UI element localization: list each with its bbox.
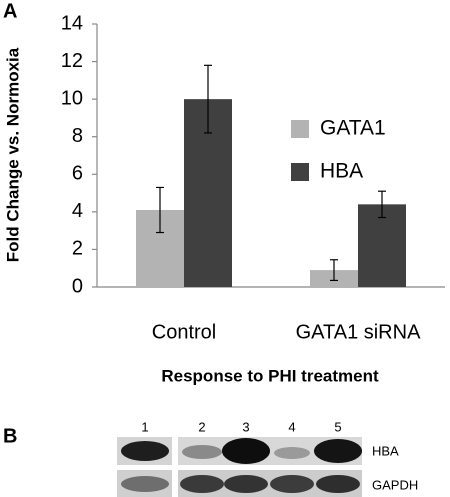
y-tick-label: 10	[61, 87, 83, 109]
blot-row-label: GAPDH	[372, 477, 418, 492]
blot-image	[117, 437, 362, 497]
bar	[358, 204, 406, 287]
lane-label: 3	[242, 419, 249, 434]
x-tick-label: GATA1 siRNA	[296, 321, 421, 343]
y-tick-label: 12	[61, 50, 83, 72]
legend-label: HBA	[320, 160, 363, 183]
y-axis-title: Fold Change vs. Normoxia	[3, 47, 22, 262]
lane-label: 2	[198, 419, 205, 434]
lane-label: 5	[334, 419, 341, 434]
lane-label: 4	[288, 419, 295, 434]
legend-swatch	[291, 163, 309, 181]
error-bar	[330, 259, 338, 282]
panel-label: A	[3, 0, 17, 22]
error-bar	[156, 186, 164, 234]
y-tick-label: 6	[72, 163, 83, 185]
blot-row-label: HBA	[372, 443, 399, 458]
error-bar	[378, 190, 386, 219]
legend-swatch	[291, 120, 309, 138]
y-tick-label: 2	[72, 238, 83, 260]
lane-label: 1	[141, 419, 148, 434]
panel-label: B	[3, 425, 17, 447]
x-tick-label: Control	[152, 321, 216, 343]
x-axis-title: Response to PHI treatment	[161, 366, 379, 385]
y-tick-label: 14	[61, 12, 83, 34]
y-tick-label: 0	[72, 275, 83, 297]
error-bar	[204, 64, 212, 134]
y-tick-label: 8	[72, 125, 83, 147]
legend-label: GATA1	[320, 117, 386, 140]
y-tick-label: 4	[72, 200, 83, 222]
